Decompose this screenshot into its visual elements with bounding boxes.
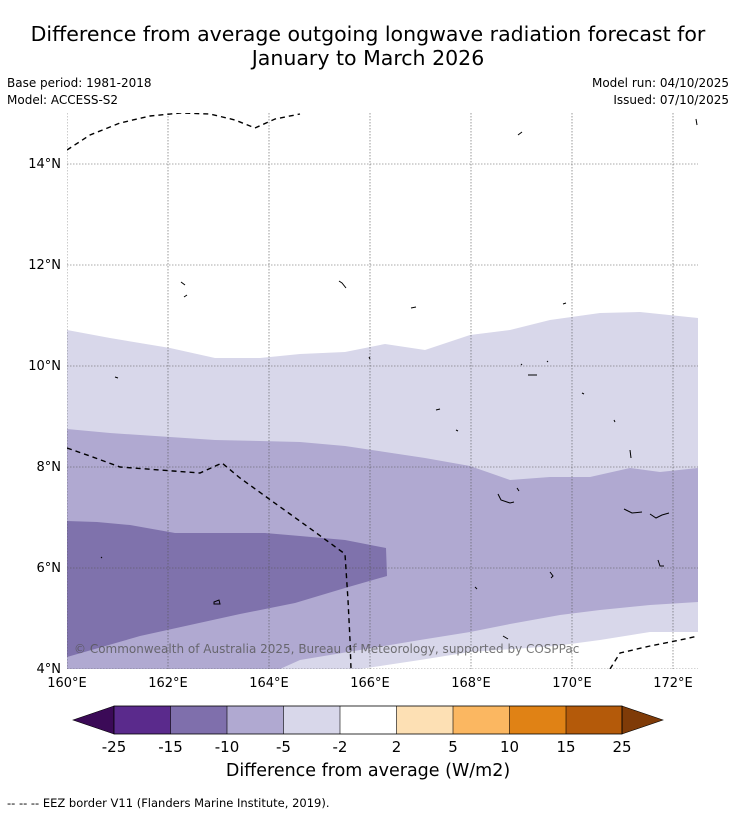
colorbar-tick-label: -5: [276, 738, 291, 756]
lon-tick-label: 166°E: [350, 676, 390, 691]
colorbar-dividers: [170, 706, 567, 734]
colorbar-tick-label: -25: [102, 738, 127, 756]
lon-tick-label: 168°E: [451, 676, 491, 691]
colorbar-tick-label: -10: [215, 738, 240, 756]
colorbar-cell: [453, 706, 510, 734]
colorbar-cell: [566, 706, 622, 734]
lon-tick-label: 172°E: [653, 676, 693, 691]
lon-axis: 160°E 162°E 164°E 166°E 168°E 170°E 172°…: [47, 676, 693, 691]
eez-borders: [67, 113, 698, 669]
eez-legend-note: -- -- -- EEZ border V11 (Flanders Marine…: [7, 796, 330, 810]
colorbar-cell: [396, 706, 453, 734]
colorbar: -25 -15 -10 -5 -2 2 5 10 15 25: [72, 705, 664, 756]
title-line-1: Difference from average outgoing longwav…: [30, 22, 706, 46]
lat-tick-label: 14°N: [28, 157, 61, 172]
colorbar-cell: [340, 706, 397, 734]
lat-tick-label: 12°N: [28, 258, 61, 273]
islands: [100, 118, 698, 640]
colorbar-cell: [170, 706, 227, 734]
colorbar-cell: [227, 706, 284, 734]
chart-title: Difference from average outgoing longwav…: [0, 22, 736, 70]
colorbar-extend-low: [72, 705, 115, 735]
colorbar-tick-label: 2: [392, 738, 402, 756]
colorbar-title: Difference from average (W/m2): [225, 761, 511, 781]
colorbar-tick-label: -2: [333, 738, 348, 756]
colorbar-cell: [509, 706, 566, 734]
lat-tick-label: 6°N: [37, 561, 62, 576]
lon-tick-label: 164°E: [249, 676, 289, 691]
map-area: © Commonwealth of Australia 2025, Bureau…: [67, 113, 698, 669]
title-line-2: January to March 2026: [251, 46, 485, 70]
issued-date: Issued: 07/10/2025: [613, 93, 729, 107]
graticule: [67, 113, 698, 669]
colorbar-tick-label: 25: [612, 738, 631, 756]
eez-border-north: [67, 113, 301, 151]
eez-border-south: [67, 447, 352, 669]
lat-tick-label: 8°N: [37, 460, 62, 475]
meta-left: Base period: 1981-2018 Model: ACCESS-S2: [7, 75, 152, 109]
lat-axis: 4°N 6°N 8°N 10°N 12°N 14°N: [28, 157, 61, 677]
meta-right: Model run: 04/10/2025 Issued: 07/10/2025: [592, 75, 729, 109]
colorbar-tick-label: 10: [500, 738, 519, 756]
colorbar-extend-high: [621, 705, 664, 735]
field-band-minus15: [67, 521, 387, 657]
copyright-note: © Commonwealth of Australia 2025, Bureau…: [74, 642, 579, 656]
colorbar-frame: [113, 705, 623, 735]
lat-tick-label: 10°N: [28, 359, 61, 374]
colorbar-cell: [283, 706, 340, 734]
model-name: Model: ACCESS-S2: [7, 93, 119, 107]
eez-border-east: [609, 635, 698, 669]
base-period: Base period: 1981-2018: [7, 76, 152, 90]
lon-tick-label: 170°E: [552, 676, 592, 691]
colorbar-ticks: -25 -15 -10 -5 -2 2 5 10 15 25: [102, 738, 632, 756]
lon-tick-label: 162°E: [148, 676, 188, 691]
lon-tick-label: 160°E: [47, 676, 87, 691]
colorbar-tick-label: 15: [556, 738, 575, 756]
lat-tick-label: 4°N: [37, 662, 62, 677]
model-run: Model run: 04/10/2025: [591, 76, 729, 90]
colorbar-tick-label: -15: [158, 738, 183, 756]
colorbar-tick-label: 5: [448, 738, 458, 756]
colorbar-cell: [114, 706, 171, 734]
